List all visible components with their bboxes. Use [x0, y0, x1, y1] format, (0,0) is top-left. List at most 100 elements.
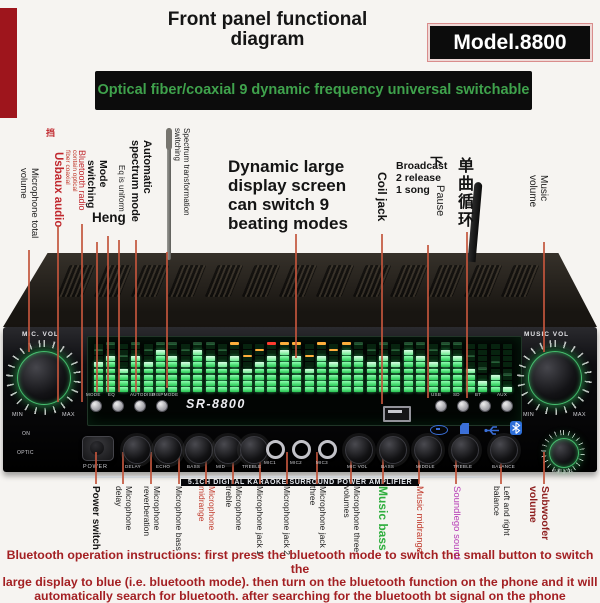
- power-switch[interactable]: [82, 436, 114, 461]
- knob-right-bass[interactable]: [379, 436, 407, 464]
- spectrum-column: [354, 342, 363, 392]
- model-silkscreen: SR-8800: [186, 397, 246, 411]
- instructions-line2: large display to blue (i.e. bluetooth mo…: [0, 576, 600, 590]
- media-button-usb[interactable]: [435, 400, 447, 412]
- knob-right-bass-label: BASS: [381, 464, 394, 469]
- music-volume-knob[interactable]: [528, 351, 582, 405]
- leader-line-top-5: [118, 240, 120, 392]
- annotation-soundlego-sound: Soundlego sound: [450, 486, 461, 560]
- annotation-music-bass: Music bass: [376, 486, 389, 551]
- knob-bass[interactable]: [185, 436, 213, 464]
- spectrum-column: [218, 342, 227, 392]
- subwoofer-knob[interactable]: [549, 438, 579, 468]
- vent-slot: [168, 265, 207, 297]
- knob-mid[interactable]: [214, 436, 242, 464]
- vent-slot: [57, 265, 96, 297]
- leader-line-top-12: [543, 242, 545, 352]
- knob-delay[interactable]: [123, 436, 151, 464]
- media-button-bt[interactable]: [479, 400, 491, 412]
- annotation-microphone-treble: Microphone treble: [224, 486, 243, 530]
- spectrum-column: [243, 342, 252, 392]
- spectrum-column: [292, 342, 301, 392]
- knob-treble-label: TREBLE: [242, 464, 261, 469]
- jack-mic2[interactable]: [292, 440, 311, 459]
- music-min-label: MIN: [523, 412, 534, 418]
- peak-indicator: [193, 342, 202, 345]
- annotation-microphone-jack-1: Microphone jack 1: [255, 486, 265, 555]
- spectrum-column: [391, 342, 400, 392]
- peak-indicator: [243, 355, 252, 358]
- bluetooth-instructions: Bluetooth operation instructions: first …: [0, 549, 600, 603]
- display-button-eq[interactable]: [112, 400, 124, 412]
- display-button-autodisp[interactable]: [134, 400, 146, 412]
- display-button-mode-label: MODE: [86, 392, 101, 397]
- peak-indicator: [181, 349, 190, 352]
- spectrum-column: [206, 342, 215, 392]
- left-antenna: [167, 128, 171, 260]
- leader-line-bottom-8: [316, 452, 318, 484]
- vent-slot: [353, 265, 392, 297]
- vent-slot: [427, 265, 466, 297]
- annotation-mode-switching: Mode switching: [85, 160, 109, 208]
- media-button-sd[interactable]: [457, 400, 469, 412]
- peak-indicator: [280, 342, 289, 345]
- usb-port[interactable]: [383, 406, 411, 422]
- leader-line-bottom-7: [286, 452, 288, 484]
- sd-card-icon: [460, 423, 469, 434]
- spectrum-bars: [94, 342, 515, 392]
- music-vol-label: MUSIC VOL: [524, 331, 569, 338]
- annotation-single-loop: 单 曲 循 环: [458, 158, 474, 230]
- spectrum-column: [453, 342, 462, 392]
- usb-drive-icon: [430, 425, 448, 435]
- display-button-mode[interactable]: [90, 400, 102, 412]
- media-button-aux[interactable]: [501, 400, 513, 412]
- knob-right-balance[interactable]: [490, 436, 518, 464]
- peak-indicator: [416, 342, 425, 345]
- knob-right-middle[interactable]: [414, 436, 442, 464]
- annotation-spectrum-transformation-switching: Spectrum transformation switching: [172, 128, 190, 216]
- annotation-automatic-spectrum-mode: Automatic spectrum mode: [128, 140, 153, 222]
- knob-right-balance-label: BALANCE: [492, 464, 515, 469]
- sub-vol-label: SUB VOL: [552, 468, 574, 473]
- knob-echo[interactable]: [154, 436, 182, 464]
- knob-mid-label: MID: [216, 464, 225, 469]
- mic-min-label: MIN: [12, 412, 23, 418]
- spectrum-column: [478, 342, 487, 392]
- leader-line-top-8: [295, 234, 297, 358]
- spectrum-column: [367, 342, 376, 392]
- leader-line-bottom-2: [150, 452, 152, 484]
- annotation-microphone-reverberation: Microphone reverberation: [142, 486, 161, 536]
- leader-line-bottom-14: [543, 452, 545, 484]
- leader-line-top-9: [381, 234, 383, 404]
- page-title: Front panel functional diagram: [140, 10, 395, 50]
- display-button-dispmode[interactable]: [156, 400, 168, 412]
- annotation-microphone-delay: Microphone delay: [114, 486, 133, 530]
- peak-indicator: [267, 342, 276, 345]
- spectrum-column: [280, 342, 289, 392]
- mic-volume-knob[interactable]: [17, 351, 71, 405]
- peak-indicator: [503, 373, 512, 376]
- annotation-gear-char: 挡: [46, 128, 55, 138]
- spectrum-column: [404, 342, 413, 392]
- peak-indicator: [342, 342, 351, 345]
- jack-mic1[interactable]: [266, 440, 285, 459]
- annotation-power-switch: Power switch: [90, 486, 101, 550]
- spectrum-column: [491, 342, 500, 392]
- leader-line-top-4: [107, 236, 109, 392]
- peak-indicator: [144, 349, 153, 352]
- spectrum-column: [144, 342, 153, 392]
- knob-right-mic-vol[interactable]: [345, 436, 373, 464]
- jack-mic3[interactable]: [318, 440, 337, 459]
- annotation-music-midrange: Music midrange: [413, 486, 424, 553]
- peak-indicator: [317, 342, 326, 345]
- leader-line-bottom-0: [95, 452, 97, 484]
- spectrum-column: [255, 342, 264, 392]
- peak-indicator: [255, 349, 264, 352]
- leader-line-top-2: [81, 224, 83, 402]
- knob-right-treble[interactable]: [451, 436, 479, 464]
- amplifier-top-surface: [3, 253, 597, 327]
- leader-line-top-11: [466, 232, 468, 398]
- spectrum-column: [181, 342, 190, 392]
- spectrum-column: [193, 342, 202, 392]
